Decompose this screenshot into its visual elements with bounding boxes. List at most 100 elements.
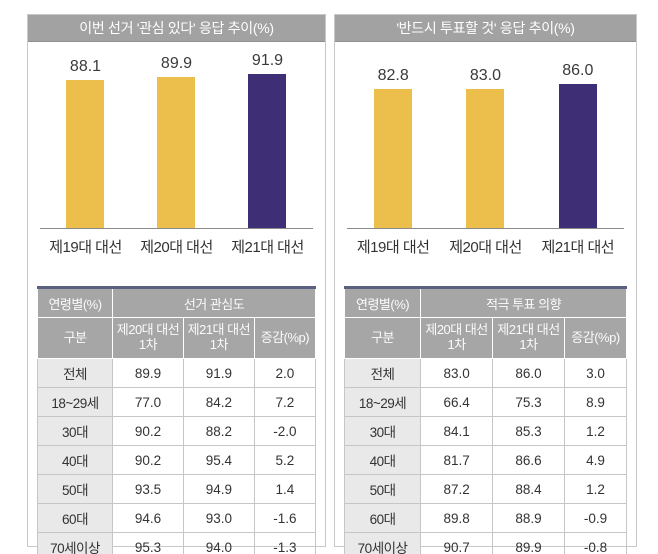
bar-group: 83.0 [440,67,531,228]
column-header-cell: 구분 [36,317,114,359]
table-row: 60대 94.6 93.0 -1.6 [36,503,317,533]
column-header-cell: 증감(%p) [563,317,628,359]
x-axis-label: 제20대 대선 [449,239,522,256]
bar-value-label: 82.8 [377,67,409,84]
column-header-cell: 제20대 대선 1차 [112,317,184,359]
bar [374,89,413,228]
table-cell: 89.9 [492,532,565,554]
corner-header-cell: 연령별(%) [343,287,422,318]
table-cell: 3.0 [563,358,628,388]
table-cell: 93.0 [182,503,255,533]
group-header-cell: 적극 투표 의향 [420,287,627,318]
chart-title-vote-intent: '반드시 투표할 것' 응답 추이(%) [335,15,636,42]
table-cell: 94.6 [112,503,184,533]
table-cell: 75.3 [492,387,565,417]
bar [157,77,196,228]
table-cell: 84.1 [420,416,494,446]
row-label-cell: 18~29세 [343,387,422,417]
panel-vote-intent: '반드시 투표할 것' 응답 추이(%) 82.8 83.0 86.0 제19대 대선… [334,14,637,554]
table-cell: -0.9 [563,503,628,533]
row-label-cell: 전체 [343,358,422,388]
table-cell: 88.2 [182,416,255,446]
table-row: 70세이상 95.3 94.0 -1.3 [36,532,317,554]
bar-value-label: 89.9 [160,55,193,72]
table-row: 30대 84.1 85.3 1.2 [343,416,628,446]
bar-value-label: 86.0 [562,62,594,79]
table-row: 18~29세 77.0 84.2 7.2 [36,387,317,417]
table-cell: -0.8 [563,532,628,554]
column-header-cell: 제21대 대선 1차 [492,317,565,359]
column-header-cell: 제20대 대선 1차 [420,317,494,359]
table-cell: 1.4 [253,474,317,504]
table-row: 전체 83.0 86.0 3.0 [343,358,628,388]
x-axis-label: 제19대 대선 [356,239,430,256]
table-row: 40대 90.2 95.4 5.2 [36,445,317,475]
table-cell: 7.2 [253,387,317,417]
x-axis-label: 제21대 대선 [231,239,304,256]
bar-group: 91.9 [222,52,312,228]
x-axis-label: 제19대 대선 [49,239,122,256]
table-vote-intent: 연령별(%) 적극 투표 의향 구분 제20대 대선 1차 제21대 대선 1차 증감(%… [343,286,628,554]
table-cell: 94.9 [182,474,255,504]
table-cell: -2.0 [253,416,317,446]
bar [66,80,105,228]
table-interest: 연령별(%) 선거 관심도 구분 제20대 대선 1차 제21대 대선 1차 증감(%p)… [36,286,317,554]
table-row: 18~29세 66.4 75.3 8.9 [343,387,628,417]
bar-chart-interest: 88.1 89.9 91.9 제19대 대선 제20대 대선 제21대 대선 [28,42,325,257]
x-axis: 제19대 대선 제20대 대선 제21대 대선 [347,236,624,257]
bar [248,74,287,228]
table-cell: 88.9 [492,503,565,533]
row-label-cell: 60대 [343,503,422,533]
table-row: 40대 81.7 86.6 4.9 [343,445,628,475]
table-row: 50대 87.2 88.4 1.2 [343,474,628,504]
bar-group: 82.8 [347,67,438,228]
row-label-cell: 60대 [36,503,114,533]
table-cell: 66.4 [420,387,494,417]
table-cell: 86.6 [492,445,565,475]
table-cell: 83.0 [420,358,494,388]
bar-group: 89.9 [131,55,221,228]
table-cell: 90.2 [112,445,184,475]
table-cell: 88.4 [492,474,565,504]
table-cell: 8.9 [563,387,628,417]
bar-value-label: 83.0 [469,67,502,84]
table-row: 30대 90.2 88.2 -2.0 [36,416,317,446]
row-label-cell: 50대 [36,474,114,504]
table-cell: 89.9 [112,358,184,388]
plot-area: 88.1 89.9 91.9 [40,42,313,229]
bar [466,89,505,228]
x-axis-label: 제20대 대선 [140,239,213,256]
table-cell: 90.7 [420,532,494,554]
row-label-cell: 전체 [36,358,114,388]
table-cell: 4.9 [563,445,628,475]
data-table: 연령별(%) 선거 관심도 구분 제20대 대선 1차 제21대 대선 1차 증감(%p)… [36,286,317,554]
table-cell: 94.0 [182,532,255,554]
chart-title-interest: 이번 선거 '관심 있다' 응답 추이(%) [28,15,325,42]
table-cell: 5.2 [253,445,317,475]
plot-area: 82.8 83.0 86.0 [347,42,624,229]
data-table: 연령별(%) 적극 투표 의향 구분 제20대 대선 1차 제21대 대선 1차 증감(%… [343,286,628,554]
corner-header-cell: 연령별(%) [36,287,114,318]
x-axis-label: 제21대 대선 [541,239,615,256]
bar-group: 88.1 [40,58,130,228]
table-row: 70세이상 90.7 89.9 -0.8 [343,532,628,554]
table-cell: 91.9 [182,358,255,388]
table-cell: 90.2 [112,416,184,446]
group-header-cell: 선거 관심도 [112,287,316,318]
table-cell: 77.0 [112,387,184,417]
row-label-cell: 30대 [343,416,422,446]
row-label-cell: 70세이상 [36,532,114,554]
table-cell: 1.2 [563,416,628,446]
table-cell: 84.2 [182,387,255,417]
table-cell: 85.3 [492,416,565,446]
table-cell: 89.8 [420,503,494,533]
column-header-cell: 제21대 대선 1차 [182,317,255,359]
row-label-cell: 30대 [36,416,114,446]
table-cell: 93.5 [112,474,184,504]
bar-group: 86.0 [532,62,623,228]
x-axis: 제19대 대선 제20대 대선 제21대 대선 [40,236,313,257]
row-label-cell: 50대 [343,474,422,504]
row-label-cell: 40대 [343,445,422,475]
table-row: 50대 93.5 94.9 1.4 [36,474,317,504]
